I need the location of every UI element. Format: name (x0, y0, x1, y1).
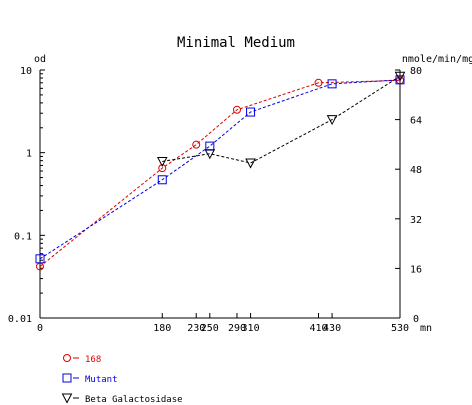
x-tick-label: 180 (153, 323, 171, 334)
legend-item-168: 168 (63, 354, 101, 365)
y-left-tick-label: 0.01 (8, 314, 32, 325)
x-tick-label: 310 (242, 323, 260, 334)
data-point-beta-galactosidase (156, 156, 168, 168)
data-point-mutant (246, 107, 256, 117)
y-right-axis-label: nmole/min/mg (402, 54, 472, 65)
y-right-tick-label: 0 (413, 314, 419, 325)
x-tick-label: 230 (187, 323, 205, 334)
y-right-tick-label: 64 (410, 116, 422, 127)
x-tick-label: 290 (228, 323, 246, 334)
data-point-beta-galactosidase (204, 149, 216, 160)
y-right-tick-label: 80 (410, 66, 422, 77)
legend-item-beta-galactosidase: Beta Galactosidase (61, 393, 183, 405)
chart-title: Minimal Medium (177, 35, 295, 51)
y-right-tick-label: 48 (410, 165, 422, 176)
legend-marker-beta-galactosidase (61, 393, 73, 404)
x-axis-unit: mn (420, 323, 432, 334)
data-point-mutant (35, 254, 45, 264)
data-point-168 (314, 78, 323, 87)
legend-label: 168 (85, 355, 101, 365)
y-left-axis-label: od (34, 54, 46, 65)
data-point-beta-galactosidase (326, 115, 338, 126)
data-point-beta-galactosidase (394, 71, 406, 82)
x-tick-label: 250 (201, 323, 219, 334)
data-point-mutant (327, 79, 337, 89)
data-point-mutant (395, 75, 405, 85)
legend-label: Mutant (85, 375, 118, 385)
data-point-168 (158, 164, 167, 173)
data-point-beta-galactosidase (245, 158, 256, 169)
x-tick-label: 410 (309, 323, 327, 334)
data-point-168 (192, 140, 201, 149)
y-right-tick-label: 32 (410, 215, 422, 226)
x-tick-label: 530 (391, 323, 409, 334)
series-lines (39, 75, 401, 267)
data-point-168 (232, 105, 241, 114)
series-markers (35, 71, 406, 271)
legend-marker-168 (63, 354, 71, 362)
x-tick-label: 0 (37, 323, 43, 334)
y-left-tick-label: 0.1 (14, 231, 32, 242)
series-line-beta-galactosidase (162, 75, 401, 164)
y-left-tick-label: 10 (20, 66, 32, 77)
data-point-mutant (157, 175, 167, 185)
y-right-tick-label: 16 (410, 264, 422, 275)
legend-marker-mutant (62, 373, 72, 383)
y-left-tick-label: 1 (26, 149, 32, 160)
series-line-mutant (39, 79, 401, 260)
legend: 168 Mutant Beta Galactosidase (61, 354, 183, 405)
legend-label: Beta Galactosidase (85, 395, 183, 405)
legend-item-mutant: Mutant (62, 373, 118, 385)
series-line-168 (39, 79, 401, 267)
x-tick-label: 430 (323, 323, 341, 334)
